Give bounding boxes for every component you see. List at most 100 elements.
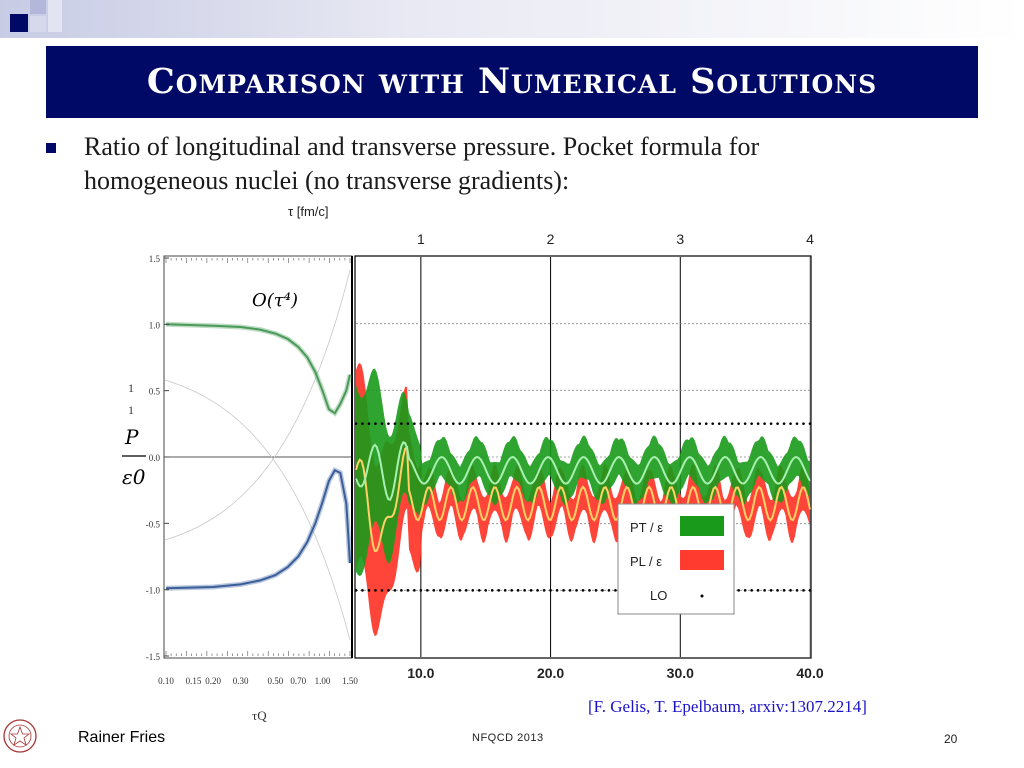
left-ytick-label: -0.5 bbox=[146, 519, 161, 529]
lo-point bbox=[464, 422, 468, 425]
lo-point bbox=[484, 589, 488, 592]
lo-point bbox=[406, 589, 410, 592]
lo-point bbox=[439, 422, 442, 425]
lo-point bbox=[354, 589, 358, 592]
left-xtick-label: 0.30 bbox=[233, 676, 249, 686]
lo-point bbox=[633, 589, 637, 592]
lo-point bbox=[523, 589, 526, 592]
lo-point bbox=[497, 422, 500, 425]
left-ytick-label: -1.0 bbox=[146, 586, 161, 596]
lo-point bbox=[536, 589, 539, 592]
page-number: 20 bbox=[944, 732, 958, 746]
left-guide-line-1 bbox=[164, 379, 351, 641]
left-xtick-label: 0.10 bbox=[158, 676, 174, 686]
legend-label-lo: LO bbox=[650, 588, 667, 603]
lo-point bbox=[413, 422, 416, 425]
left-series-group bbox=[165, 321, 353, 591]
lo-point bbox=[529, 589, 533, 592]
lo-point bbox=[678, 422, 682, 425]
lo-point bbox=[458, 422, 462, 425]
lo-point bbox=[523, 422, 526, 425]
lo-point bbox=[763, 422, 766, 425]
lo-point bbox=[380, 589, 384, 592]
lo-point bbox=[575, 589, 578, 592]
lo-point bbox=[367, 589, 371, 592]
lo-point bbox=[490, 422, 494, 425]
lo-point bbox=[562, 422, 565, 425]
lo-point bbox=[607, 589, 611, 592]
lo-point bbox=[776, 589, 779, 592]
right-top-tick-label: 2 bbox=[547, 231, 555, 247]
left-xtick-label: 1.00 bbox=[315, 676, 331, 686]
lo-point bbox=[439, 589, 442, 592]
lo-point bbox=[769, 589, 773, 592]
lo-point bbox=[698, 589, 702, 592]
lo-point bbox=[374, 589, 377, 592]
lo-point bbox=[361, 589, 364, 592]
ylabel-extra-2: 1 bbox=[128, 403, 134, 417]
header-decoration bbox=[0, 0, 1024, 38]
right-grid bbox=[356, 257, 811, 657]
lo-point bbox=[724, 422, 727, 425]
pl-mean-line bbox=[355, 445, 811, 553]
lo-point bbox=[568, 422, 572, 425]
lo-point bbox=[432, 589, 436, 592]
lo-point bbox=[711, 422, 715, 425]
lo-point bbox=[568, 589, 572, 592]
lo-point bbox=[769, 422, 773, 425]
lo-point bbox=[536, 422, 539, 425]
left-xlabel: τQ bbox=[252, 708, 267, 723]
lo-point bbox=[361, 422, 364, 425]
lo-point bbox=[808, 422, 812, 425]
lo-point bbox=[387, 589, 390, 592]
lo-point bbox=[763, 589, 766, 592]
left-guide-line-2 bbox=[164, 269, 351, 541]
right-xtick-label: 20.0 bbox=[537, 665, 564, 681]
lo-point bbox=[529, 422, 533, 425]
lo-point bbox=[704, 589, 708, 592]
lo-point bbox=[549, 589, 552, 592]
lo-point bbox=[471, 589, 475, 592]
pl-band bbox=[356, 362, 810, 637]
lo-point bbox=[510, 422, 513, 425]
left-xtick-label: 0.70 bbox=[290, 676, 306, 686]
right-xtick-label: 30.0 bbox=[667, 665, 694, 681]
lo-point bbox=[640, 422, 643, 425]
lo-point bbox=[743, 589, 747, 592]
lo-point bbox=[743, 422, 747, 425]
lo-point bbox=[594, 589, 598, 592]
lo-point bbox=[426, 422, 429, 425]
lo-point bbox=[588, 422, 591, 425]
right-top-tick-label: 4 bbox=[806, 231, 814, 247]
lo-point bbox=[503, 422, 507, 425]
left-series-line-0 bbox=[165, 323, 351, 415]
lo-point bbox=[380, 422, 384, 425]
lo-point bbox=[432, 422, 436, 425]
decor-square-1 bbox=[10, 14, 28, 32]
lo-point bbox=[426, 589, 429, 592]
lo-point bbox=[354, 422, 358, 425]
lo-point bbox=[419, 589, 423, 592]
decor-square-2 bbox=[30, 0, 46, 14]
left-x-ticks: 0.10 0.15 0.20 0.30 0.50 0.70 1.00 1.50 bbox=[158, 676, 358, 686]
left-xtick-label: 0.20 bbox=[205, 676, 221, 686]
lo-point bbox=[756, 422, 760, 425]
footer-event: NFQCD 2013 bbox=[472, 732, 544, 744]
left-ytick-label: 1.0 bbox=[149, 320, 161, 330]
lo-point bbox=[646, 422, 650, 425]
right-xtick-label: 40.0 bbox=[796, 665, 823, 681]
decor-square-3 bbox=[30, 16, 46, 32]
lo-point bbox=[802, 422, 805, 425]
right-plot-frame bbox=[354, 255, 812, 659]
lo-point bbox=[607, 422, 611, 425]
lo-point bbox=[795, 422, 799, 425]
lo-point bbox=[445, 589, 449, 592]
lo-point bbox=[666, 422, 669, 425]
lo-point bbox=[490, 589, 494, 592]
lo-point bbox=[678, 589, 682, 592]
lo-point bbox=[477, 422, 481, 425]
ylabel-denominator: ε0 bbox=[122, 465, 146, 489]
pt-band bbox=[356, 368, 810, 577]
lo-point bbox=[737, 589, 740, 592]
legend-swatch-lo bbox=[700, 594, 704, 598]
